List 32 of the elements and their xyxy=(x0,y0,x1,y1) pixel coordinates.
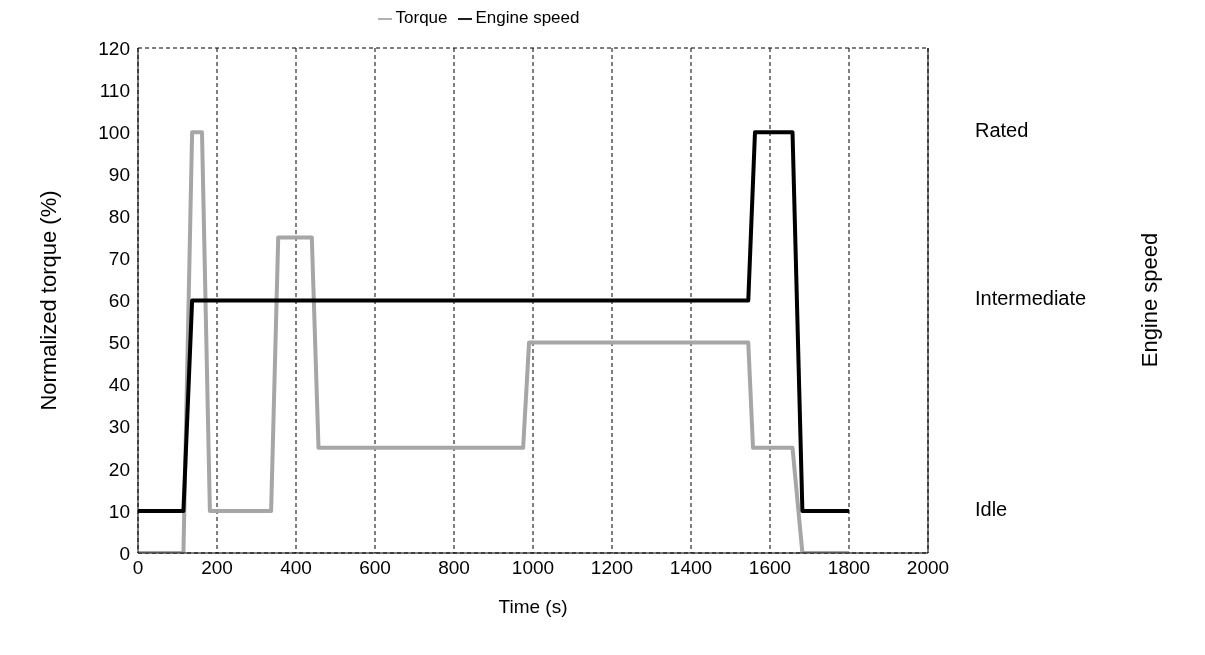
text: Rated xyxy=(975,118,1029,142)
y-tick-label: 60 xyxy=(108,290,130,312)
x-tick-label: 1000 xyxy=(511,557,555,579)
x-tick-label: 400 xyxy=(280,557,312,579)
x-tick-label: 600 xyxy=(359,557,391,579)
y-axis-title: Normalized torque (%) xyxy=(35,190,61,411)
x-tick-label: 200 xyxy=(201,557,233,579)
y-tick-label: 120 xyxy=(98,37,130,59)
y-tick-label: 90 xyxy=(108,163,130,185)
y-tick-label: 40 xyxy=(108,374,130,396)
x-tick-label: 800 xyxy=(438,557,470,579)
x-tick-label: 1600 xyxy=(748,557,792,579)
y-tick-label: 50 xyxy=(108,332,130,354)
y-tick-label: 20 xyxy=(108,458,130,480)
text: Idle xyxy=(975,497,1008,521)
legend-label: Torque xyxy=(395,8,448,27)
x-axis-title: Time (s) xyxy=(498,596,568,617)
x-tick-label: 1200 xyxy=(590,557,634,579)
y-tick-label: 0 xyxy=(119,542,130,564)
y-tick-label: 100 xyxy=(98,121,130,143)
text: Intermediate xyxy=(975,286,1087,310)
y-tick-label: 110 xyxy=(99,79,130,101)
legend-label: Engine speed xyxy=(475,8,580,27)
x-tick-label: 1400 xyxy=(669,557,713,579)
y-tick-label: 30 xyxy=(108,416,130,438)
x-tick-label: 2000 xyxy=(906,557,950,579)
y-tick-label: 80 xyxy=(108,206,130,228)
y-tick-label: 10 xyxy=(108,500,130,522)
x-tick-label: 1800 xyxy=(827,557,871,579)
text: Engine speed xyxy=(1137,232,1163,368)
x-tick-label: 0 xyxy=(132,557,144,579)
y-tick-label: 70 xyxy=(108,248,130,270)
